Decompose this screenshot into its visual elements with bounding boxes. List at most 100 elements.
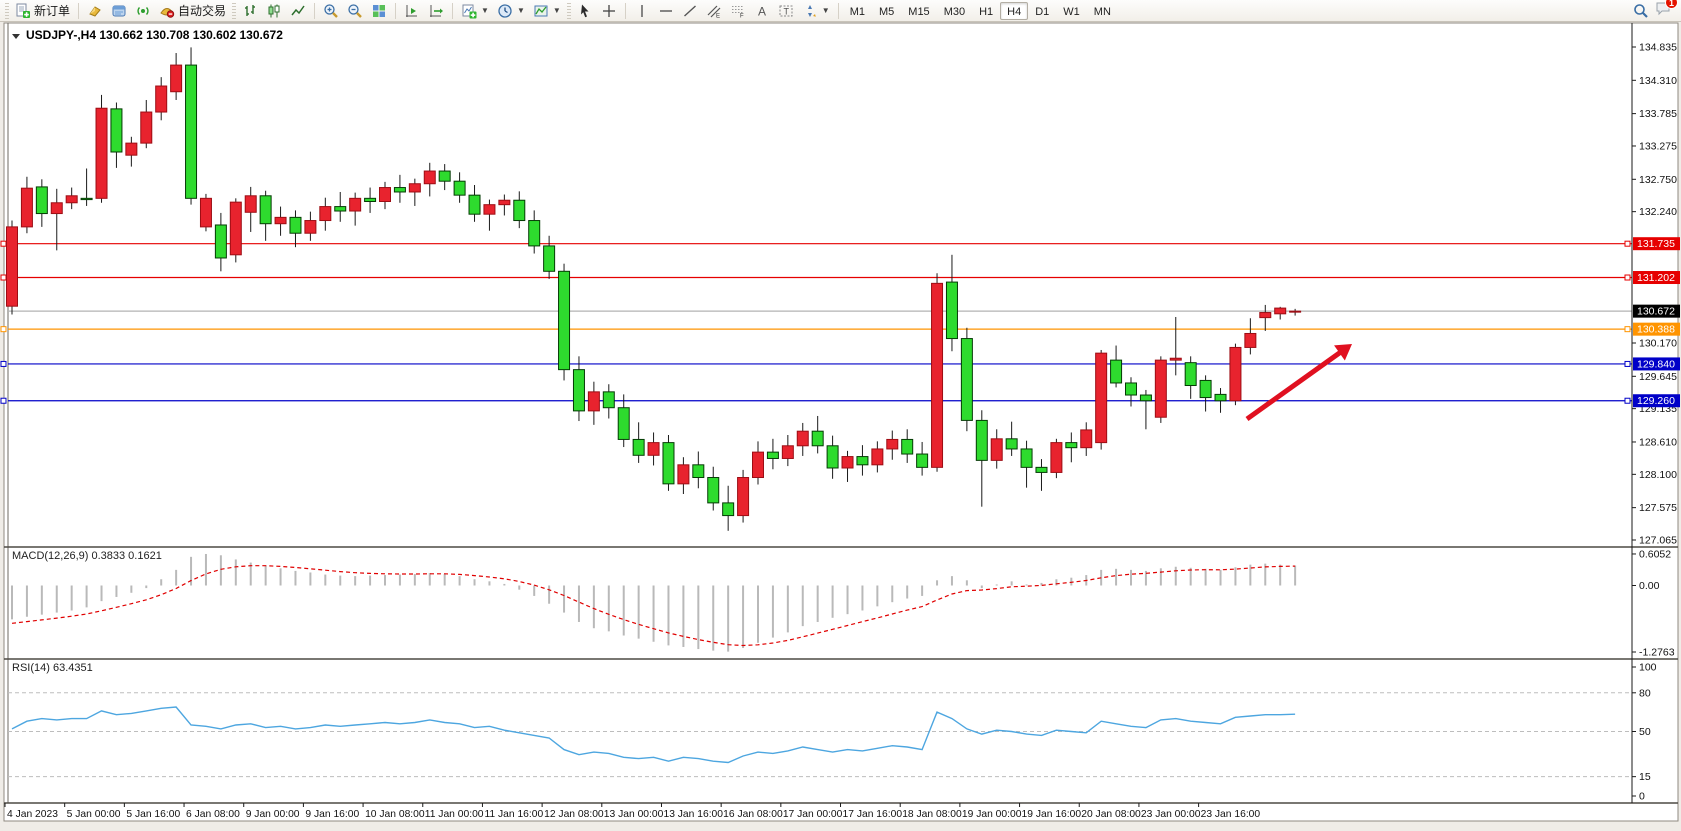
channel-icon: E [707, 5, 721, 19]
horizontal-line-button[interactable] [654, 1, 678, 20]
time-tick-label: 11 Jan 16:00 [484, 809, 543, 820]
candle [95, 107, 108, 199]
vertical-line-button[interactable] [630, 1, 654, 20]
equidistant-channel-button[interactable]: E [702, 1, 726, 20]
rsi-line [11, 706, 1296, 764]
macd-label: MACD(12,26,9) 0.3833 0.1621 [12, 550, 162, 562]
timeframe-button-mn[interactable]: MN [1093, 5, 1111, 18]
autotrading-button[interactable]: 自动交易 [155, 1, 230, 20]
timeframe-button-m30[interactable]: M30 [943, 5, 966, 18]
hline-handle-left[interactable] [0, 240, 7, 247]
candle [752, 451, 764, 479]
crosshair-button[interactable] [597, 1, 621, 20]
hline-handle-right[interactable] [1624, 240, 1631, 247]
hline-handle-right[interactable] [1624, 360, 1631, 367]
text-button[interactable]: A [750, 1, 774, 20]
chart-shift-button[interactable] [424, 1, 448, 20]
dropdown-caret: ▼ [821, 6, 830, 15]
hline-handle-left[interactable] [0, 360, 7, 367]
auto-scroll-button[interactable] [400, 1, 424, 20]
search-icon[interactable] [1633, 3, 1649, 19]
candle [498, 199, 511, 206]
toolbar-grip[interactable] [5, 2, 9, 19]
candle [170, 64, 183, 93]
hline-handle-right[interactable] [1624, 397, 1631, 404]
chart-canvas[interactable]: 134.835 134.310 133.785 133.275 132.750 132.2… [0, 22, 1681, 826]
price-tick-label: 133.275 [1639, 140, 1677, 152]
fibonacci-icon: F [731, 5, 744, 19]
candle [423, 170, 436, 185]
hline-handle-left[interactable] [0, 326, 7, 333]
timeframe-button-h4[interactable]: H4 [1000, 1, 1029, 20]
main-toolbar: 新订单 自动交易 [0, 0, 1681, 22]
candle [826, 445, 839, 469]
candle [886, 438, 899, 450]
candle [65, 195, 78, 204]
fibonacci-button[interactable]: F [726, 1, 750, 20]
macd-tick-label: 0.00 [1639, 580, 1660, 592]
chart-background [3, 22, 1679, 822]
timeframe-button-h1[interactable]: H1 [979, 5, 994, 18]
toolbar-grip[interactable] [566, 2, 571, 19]
candle [1005, 438, 1018, 450]
timeframe-button-d1[interactable]: D1 [1035, 5, 1050, 18]
candlestick-chart-button[interactable] [262, 1, 286, 20]
candle [960, 338, 973, 421]
candle [259, 195, 272, 225]
rsi-tick-label: 0 [1639, 791, 1645, 803]
candle [468, 194, 481, 215]
timeframe-button-m15[interactable]: M15 [908, 5, 930, 18]
zoom-out-button[interactable] [343, 1, 367, 20]
separator [78, 2, 80, 19]
trend-arrow-line[interactable] [1245, 347, 1346, 422]
candle [945, 281, 958, 340]
candle [528, 220, 541, 247]
arrows-button[interactable]: ▼ [798, 1, 834, 20]
indicators-button[interactable]: ▼ [457, 1, 493, 20]
time-tick-label: 17 Jan 00:00 [783, 809, 843, 820]
periods-button[interactable]: ▼ [493, 1, 529, 20]
terminal-button[interactable] [107, 1, 131, 20]
candle [796, 430, 809, 447]
timeframe-button-m1[interactable]: M1 [849, 5, 865, 18]
hline-handle-left[interactable] [0, 274, 7, 281]
timeframe-button-w1[interactable]: W1 [1063, 5, 1080, 18]
svg-text:F: F [740, 13, 744, 19]
candle [35, 186, 48, 215]
cursor-button[interactable] [573, 1, 597, 20]
text-label-button[interactable]: T [774, 1, 798, 20]
zoom-in-button[interactable] [319, 1, 343, 20]
trendline-icon [683, 4, 696, 17]
candle [304, 220, 317, 234]
rsi-tick-label: 80 [1639, 687, 1651, 699]
templates-button[interactable]: ▼ [529, 1, 565, 20]
trend-arrow-head[interactable] [1334, 344, 1352, 361]
new-order-button[interactable]: 新订单 [11, 1, 74, 20]
bar-chart-button[interactable] [238, 1, 262, 20]
candle [393, 187, 406, 193]
timeframe-button-m5[interactable]: M5 [879, 5, 895, 18]
autotrading-label: 自动交易 [178, 4, 227, 18]
horizontal-line-icon [659, 9, 672, 12]
hline-handle-left[interactable] [0, 397, 7, 404]
hline-handle-right[interactable] [1624, 274, 1631, 281]
candle [1050, 442, 1063, 473]
trendline-button[interactable] [678, 1, 702, 20]
time-tick-label: 16 Jan 08:00 [723, 809, 783, 820]
toolbar-grip[interactable] [232, 2, 237, 19]
candle [916, 453, 929, 468]
symbol-dropdown-icon[interactable] [12, 34, 20, 39]
macd-tick-label: 0.6052 [1639, 548, 1671, 560]
notifications-button[interactable]: 1 [1655, 0, 1678, 21]
line-chart-button[interactable] [286, 1, 310, 20]
time-tick-label: 4 Jan 2023 [7, 809, 58, 820]
tile-windows-button[interactable] [367, 1, 391, 20]
hline-handle-right[interactable] [1624, 326, 1631, 333]
candle [931, 282, 944, 468]
candle [1214, 393, 1227, 402]
candle [871, 448, 884, 466]
signals-button[interactable] [131, 1, 155, 20]
new-order-icon [16, 3, 30, 18]
market-watch-button[interactable] [83, 1, 107, 20]
candlestick-series [6, 47, 1302, 531]
